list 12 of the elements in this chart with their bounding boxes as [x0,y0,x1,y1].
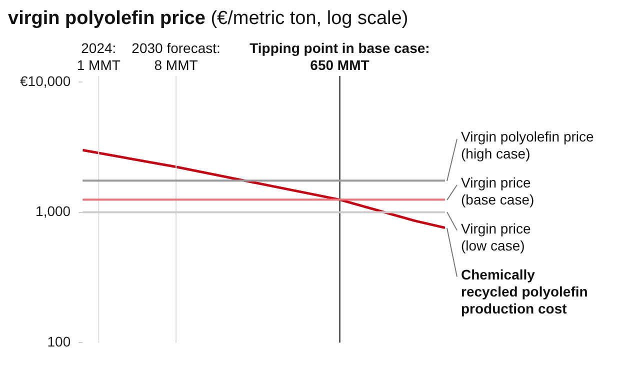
y-tick-label: €10,000 [20,72,71,89]
ref-line-label: 2024: 1 MMT [76,40,121,73]
text: Chemically recycled polyolefin production cost [461,266,588,316]
y-tick-label: 1,000 [36,203,71,220]
y-tick-label: 100 [47,333,71,350]
y-axis-title: (€/metric ton, log scale) [210,8,408,29]
ref-line-label: 2030 forecast: 8 MMT [132,40,220,73]
ref-line-label: Tipping point in base case: 650 MMT [250,40,430,73]
ref-line-label: Virgin price (low case) [461,220,531,254]
ref-line-label: Virgin price (base case) [461,174,534,208]
ref-line-label: Virgin polyolefin price (high case) [461,128,594,162]
chart-title: virgin polyolefin price [8,8,206,29]
